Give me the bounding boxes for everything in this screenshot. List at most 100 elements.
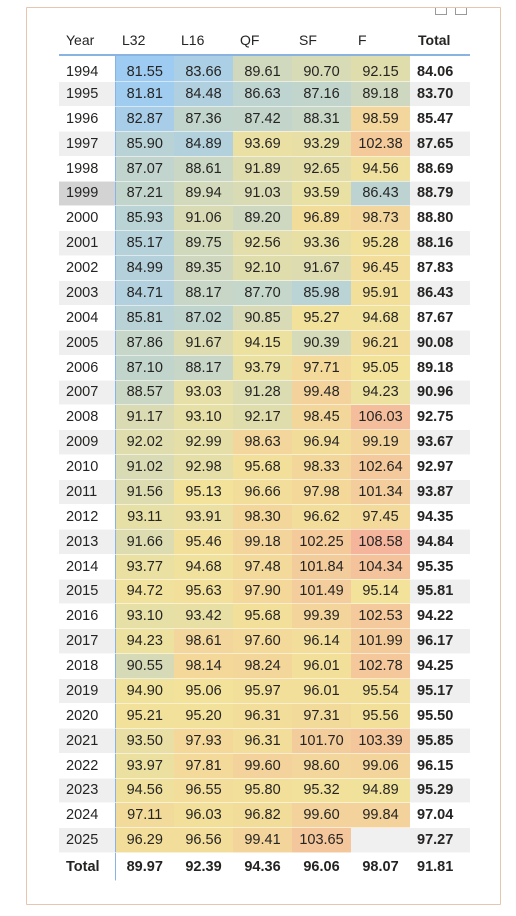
heatmap-cell[interactable]: 90.55 <box>115 653 174 679</box>
table-row[interactable]: 1994 81.55 83.66 89.61 90.70 92.15 84.06 <box>59 55 470 82</box>
heatmap-cell[interactable]: 103.65 <box>292 827 351 854</box>
heatmap-cell[interactable]: 94.23 <box>115 628 174 655</box>
table-row[interactable]: 2019 94.90 95.06 95.97 96.01 95.54 95.17 <box>59 678 470 704</box>
heatmap-cell[interactable]: 96.55 <box>174 778 233 804</box>
heatmap-cell[interactable]: 99.60 <box>292 802 351 829</box>
heatmap-cell[interactable]: 102.25 <box>292 529 351 555</box>
heatmap-cell[interactable]: 85.98 <box>292 280 351 306</box>
heatmap-cell[interactable]: 94.68 <box>174 554 233 580</box>
heatmap-cell[interactable]: 94.68 <box>351 305 410 331</box>
row-year-label[interactable]: 2022 <box>59 753 116 779</box>
table-row[interactable]: 2006 87.10 88.17 93.79 97.71 95.05 89.18 <box>59 355 470 381</box>
table-row[interactable]: 2011 91.56 95.13 96.66 97.98 101.34 93.87 <box>59 479 470 505</box>
heatmap-cell[interactable]: 101.49 <box>292 579 351 605</box>
table-row[interactable]: 2007 88.57 93.03 91.28 99.48 94.23 90.96 <box>59 380 470 406</box>
heatmap-cell[interactable]: 88.61 <box>174 156 233 182</box>
row-year-label[interactable]: 2009 <box>59 429 116 456</box>
heatmap-cell[interactable]: 88.17 <box>174 355 233 381</box>
heatmap-cell[interactable]: 96.89 <box>292 205 351 232</box>
column-header-f[interactable]: F <box>351 26 410 56</box>
heatmap-cell[interactable]: 95.20 <box>174 703 233 729</box>
row-year-label[interactable]: 2010 <box>59 454 116 480</box>
heatmap-cell[interactable]: 86.63 <box>233 81 292 107</box>
heatmap-cell[interactable]: 92.10 <box>233 255 292 281</box>
heatmap-cell[interactable]: 99.41 <box>233 827 292 854</box>
heatmap-cell[interactable]: 102.38 <box>351 131 410 157</box>
table-row[interactable]: 2018 90.55 98.14 98.24 96.01 102.78 94.25 <box>59 653 470 679</box>
heatmap-cell[interactable]: 94.23 <box>351 380 410 406</box>
row-year-label[interactable]: 2015 <box>59 579 116 605</box>
row-year-label[interactable]: 2008 <box>59 404 116 431</box>
heatmap-cell[interactable]: 98.30 <box>233 504 292 530</box>
row-year-label[interactable]: 2001 <box>59 230 116 257</box>
heatmap-cell[interactable]: 97.71 <box>292 355 351 381</box>
table-row[interactable]: 1997 85.90 84.89 93.69 93.29 102.38 87.65 <box>59 131 470 157</box>
heatmap-cell[interactable]: 89.35 <box>174 255 233 281</box>
heatmap-cell[interactable]: 89.75 <box>174 230 233 257</box>
heatmap-cell[interactable]: 97.81 <box>174 753 233 779</box>
heatmap-cell[interactable]: 95.05 <box>351 355 410 381</box>
heatmap-cell[interactable]: 94.56 <box>115 778 174 804</box>
heatmap-cell[interactable]: 102.53 <box>351 603 410 630</box>
table-row[interactable]: 2022 93.97 97.81 99.60 98.60 99.06 96.15 <box>59 753 470 779</box>
table-row[interactable]: 1996 82.87 87.36 87.42 88.31 98.59 85.47 <box>59 106 470 132</box>
heatmap-cell[interactable]: 90.70 <box>292 55 351 82</box>
heatmap-cell[interactable]: 95.32 <box>292 778 351 804</box>
heatmap-cell[interactable]: 91.28 <box>233 380 292 406</box>
row-year-label[interactable]: 2014 <box>59 554 116 580</box>
heatmap-cell[interactable]: 95.21 <box>115 703 174 729</box>
heatmap-cell[interactable]: 89.20 <box>233 205 292 232</box>
table-row[interactable]: 2013 91.66 95.46 99.18 102.25 108.58 94.84 <box>59 529 470 555</box>
heatmap-cell[interactable]: 88.17 <box>174 280 233 306</box>
heatmap-cell[interactable]: 98.33 <box>292 454 351 480</box>
heatmap-cell[interactable]: 99.19 <box>351 429 410 456</box>
table-row[interactable]: 2014 93.77 94.68 97.48 101.84 104.34 95.35 <box>59 554 470 580</box>
heatmap-cell[interactable]: 93.10 <box>174 404 233 431</box>
row-year-label[interactable]: 1995 <box>59 81 116 107</box>
heatmap-cell[interactable]: 98.59 <box>351 106 410 132</box>
heatmap-cell[interactable]: 83.66 <box>174 55 233 82</box>
heatmap-cell[interactable]: 92.99 <box>174 429 233 456</box>
heatmap-cell[interactable]: 97.11 <box>115 802 174 829</box>
row-year-label[interactable]: 2005 <box>59 330 116 356</box>
row-year-label[interactable]: 2004 <box>59 305 116 331</box>
row-year-label[interactable]: 2006 <box>59 355 116 381</box>
heatmap-cell[interactable]: 92.02 <box>115 429 174 456</box>
column-header-l16[interactable]: L16 <box>174 26 233 56</box>
heatmap-cell[interactable]: 95.63 <box>174 579 233 605</box>
heatmap-cell[interactable]: 96.31 <box>233 728 292 754</box>
heatmap-cell[interactable]: 93.29 <box>292 131 351 157</box>
heatmap-cell[interactable]: 102.64 <box>351 454 410 480</box>
heatmap-cell[interactable]: 98.73 <box>351 205 410 232</box>
heatmap-cell[interactable]: 93.50 <box>115 728 174 754</box>
row-year-label[interactable]: 2007 <box>59 380 116 406</box>
table-row[interactable]: 2000 85.93 91.06 89.20 96.89 98.73 88.80 <box>59 205 470 232</box>
table-row[interactable]: 2002 84.99 89.35 92.10 91.67 96.45 87.83 <box>59 255 470 281</box>
row-year-label[interactable]: 2025 <box>59 827 116 854</box>
heatmap-cell[interactable]: 96.01 <box>292 653 351 679</box>
heatmap-cell[interactable]: 95.46 <box>174 529 233 555</box>
table-row[interactable]: 2010 91.02 92.98 95.68 98.33 102.64 92.97 <box>59 454 470 480</box>
heatmap-cell[interactable]: 93.59 <box>292 181 351 207</box>
heatmap-cell[interactable]: 97.98 <box>292 479 351 505</box>
heatmap-cell[interactable]: 81.55 <box>115 55 174 82</box>
heatmap-cell[interactable]: 96.03 <box>174 802 233 829</box>
row-year-label[interactable]: 2021 <box>59 728 116 754</box>
heatmap-cell[interactable]: 87.21 <box>115 181 174 207</box>
table-row[interactable]: 2008 91.17 93.10 92.17 98.45 106.03 92.75 <box>59 404 470 431</box>
heatmap-cell[interactable]: 95.68 <box>233 603 292 630</box>
heatmap-cell[interactable]: 95.56 <box>351 703 410 729</box>
heatmap-cell[interactable]: 93.97 <box>115 753 174 779</box>
table-row[interactable]: 2016 93.10 93.42 95.68 99.39 102.53 94.22 <box>59 603 470 630</box>
heatmap-cell[interactable]: 95.68 <box>233 454 292 480</box>
heatmap-cell[interactable]: 108.58 <box>351 529 410 555</box>
heatmap-cell[interactable]: 101.34 <box>351 479 410 505</box>
heatmap-cell[interactable]: 91.89 <box>233 156 292 182</box>
table-row[interactable]: 2004 85.81 87.02 90.85 95.27 94.68 87.67 <box>59 305 470 331</box>
row-year-label[interactable]: 2012 <box>59 504 116 530</box>
heatmap-cell[interactable]: 96.21 <box>351 330 410 356</box>
heatmap-cell[interactable]: 93.11 <box>115 504 174 530</box>
heatmap-cell[interactable]: 82.87 <box>115 106 174 132</box>
heatmap-cell[interactable]: 99.60 <box>233 753 292 779</box>
heatmap-cell[interactable]: 87.07 <box>115 156 174 182</box>
